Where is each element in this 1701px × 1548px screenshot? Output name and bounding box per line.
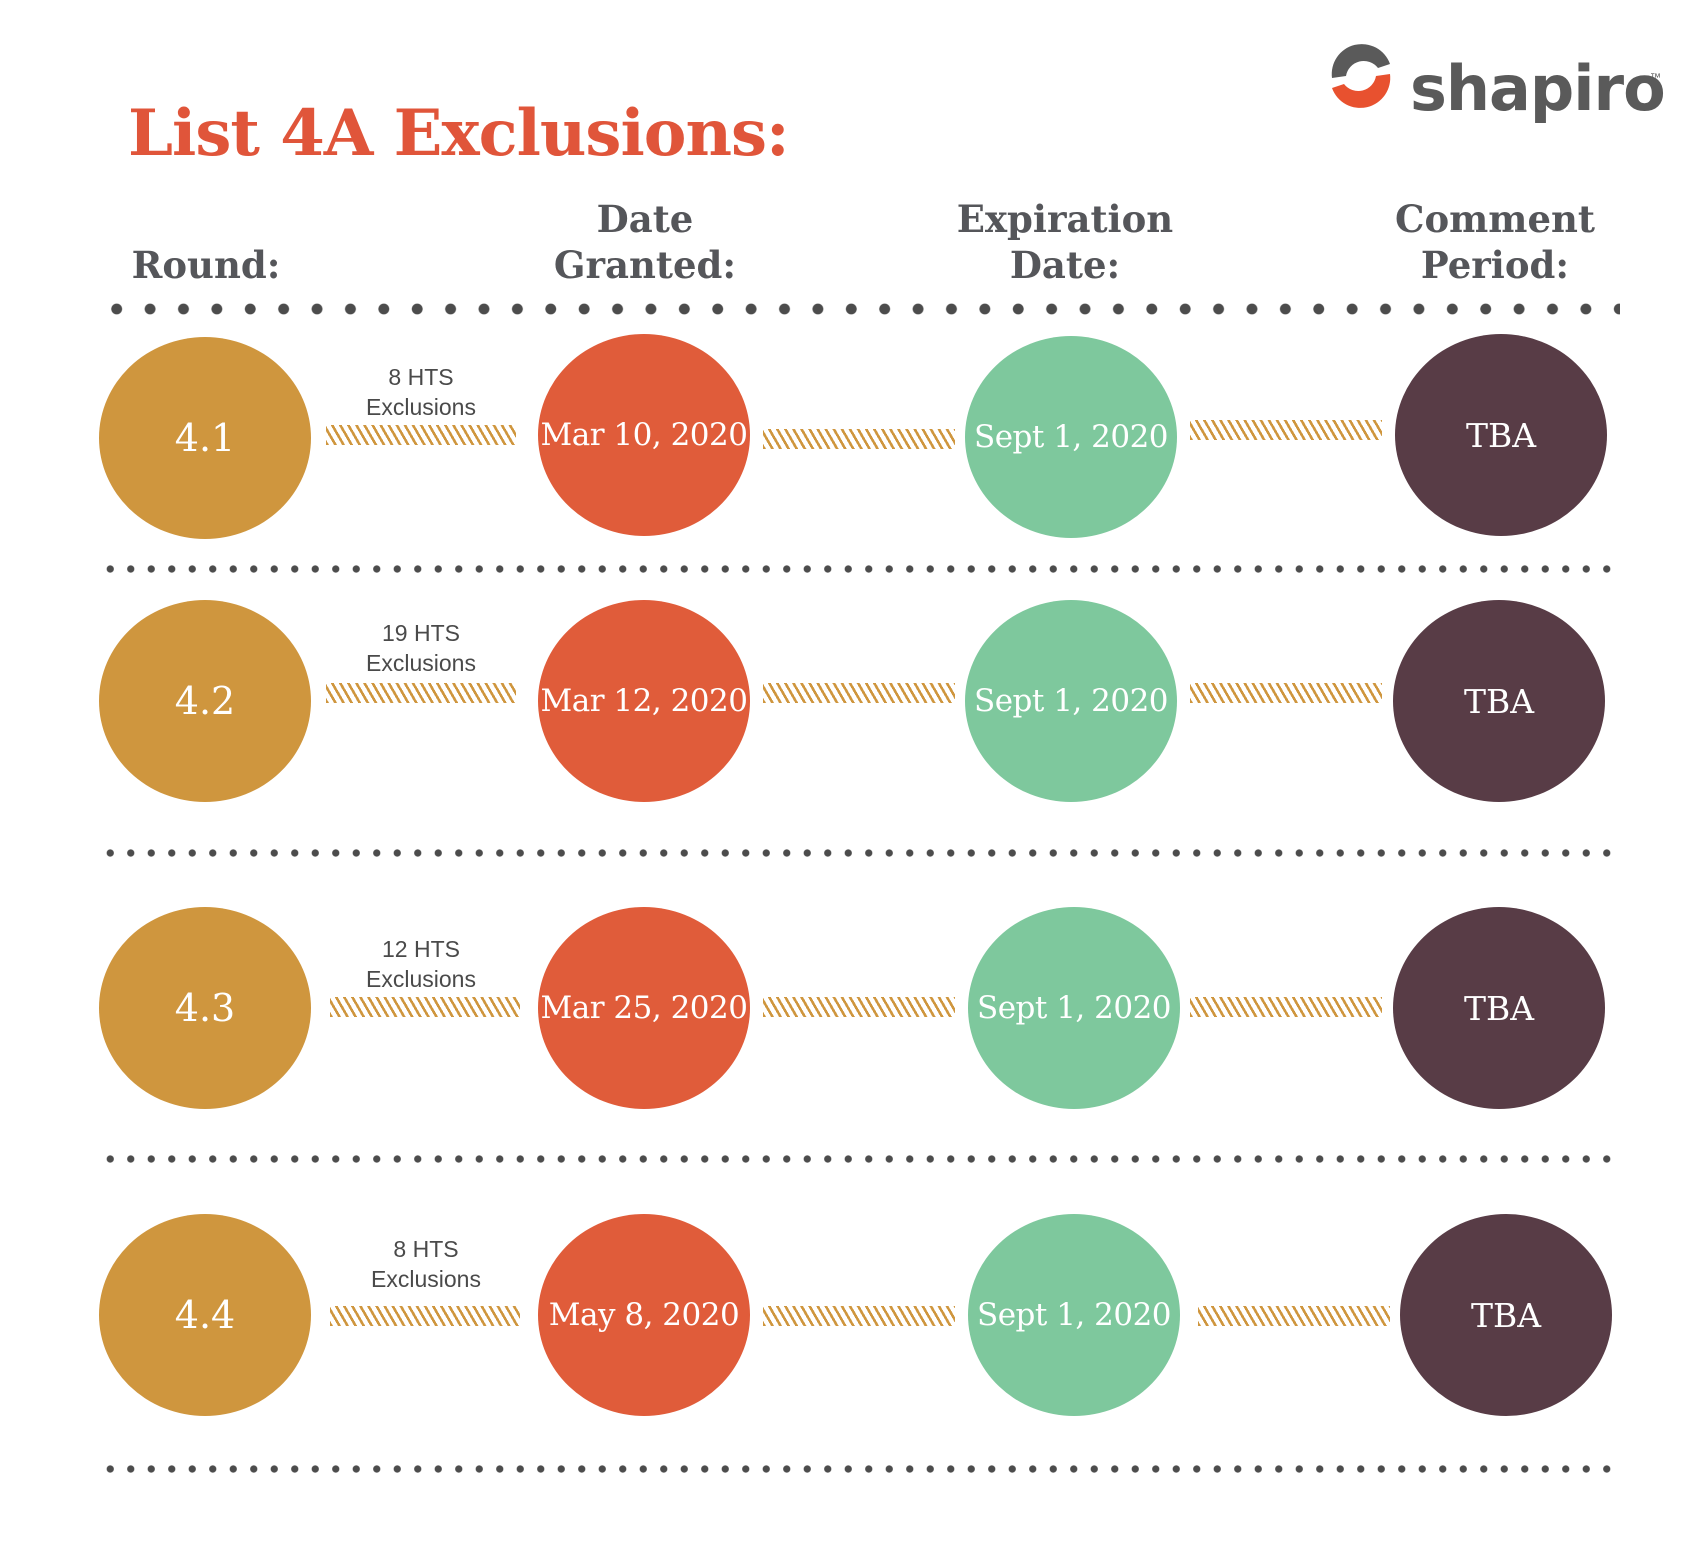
logo-wordmark: shapiro — [1410, 52, 1666, 125]
connector-hatched — [330, 1306, 520, 1326]
connector-hatched — [1190, 420, 1382, 440]
date-granted-circle: Mar 12, 2020 — [538, 600, 750, 802]
date-granted-circle: Mar 10, 2020 — [538, 334, 750, 536]
connector-hatched — [763, 1306, 955, 1326]
connector-hatched — [763, 429, 955, 449]
round-circle: 4.3 — [99, 907, 311, 1109]
column-header-line1: Date — [596, 197, 694, 241]
divider-dotted — [100, 1462, 1620, 1476]
connector-hatched — [326, 683, 516, 703]
expiration-circle: Sept 1, 2020 — [968, 1214, 1180, 1416]
comment-period-circle: TBA — [1393, 907, 1605, 1109]
date-granted-circle: Mar 25, 2020 — [538, 907, 750, 1109]
shapiro-logo: shapiro ™ — [1318, 28, 1678, 138]
round-circle: 4.4 — [99, 1214, 311, 1416]
column-header-line1: Expiration — [956, 197, 1174, 241]
comment-period-circle: TBA — [1393, 600, 1605, 802]
hts-label-text: Exclusions — [366, 650, 476, 676]
hts-exclusions-label: 8 HTS Exclusions — [321, 362, 521, 422]
expiration-circle: Sept 1, 2020 — [965, 336, 1177, 538]
logo-trademark: ™ — [1650, 72, 1661, 84]
hts-count: 12 HTS — [382, 936, 460, 962]
column-header-line2: Date: — [1009, 243, 1121, 287]
hts-count: 19 HTS — [382, 620, 460, 646]
comment-period-circle: TBA — [1395, 334, 1607, 536]
column-header-line2: Granted: — [553, 243, 737, 287]
column-header-comment-period: Comment Period: — [1365, 196, 1625, 288]
hts-count: 8 HTS — [393, 1236, 459, 1262]
hts-label-text: Exclusions — [366, 966, 476, 992]
comment-period-circle: TBA — [1400, 1214, 1612, 1416]
connector-hatched — [1190, 997, 1382, 1017]
expiration-circle: Sept 1, 2020 — [965, 600, 1177, 802]
column-header-line1 — [76, 196, 336, 242]
round-circle: 4.1 — [99, 337, 311, 539]
hts-exclusions-label: 19 HTS Exclusions — [321, 618, 521, 678]
column-header-round: Round: — [76, 196, 336, 288]
hts-exclusions-label: 12 HTS Exclusions — [321, 934, 521, 994]
page-title: List 4A Exclusions: — [128, 96, 790, 171]
column-header-date-granted: Date Granted: — [515, 196, 775, 288]
divider-dotted — [100, 562, 1620, 576]
divider-dotted — [100, 1152, 1620, 1166]
column-header-line2: Period: — [1420, 243, 1570, 287]
divider-dotted — [100, 846, 1620, 860]
hts-count: 8 HTS — [388, 364, 454, 390]
divider-dotted — [100, 302, 1620, 316]
connector-hatched — [330, 997, 520, 1017]
connector-hatched — [326, 425, 516, 445]
connector-hatched — [1198, 1306, 1390, 1326]
shapiro-swirl-icon — [1331, 44, 1391, 108]
hts-label-text: Exclusions — [366, 394, 476, 420]
expiration-circle: Sept 1, 2020 — [968, 907, 1180, 1109]
connector-hatched — [1190, 683, 1382, 703]
hts-exclusions-label: 8 HTS Exclusions — [326, 1234, 526, 1294]
column-header-expiration-date: Expiration Date: — [935, 196, 1195, 288]
column-header-line2: Round: — [131, 243, 281, 287]
connector-hatched — [763, 997, 955, 1017]
hts-label-text: Exclusions — [371, 1266, 481, 1292]
date-granted-circle: May 8, 2020 — [538, 1214, 750, 1416]
round-circle: 4.2 — [99, 600, 311, 802]
column-header-line1: Comment — [1395, 197, 1595, 241]
connector-hatched — [763, 683, 955, 703]
